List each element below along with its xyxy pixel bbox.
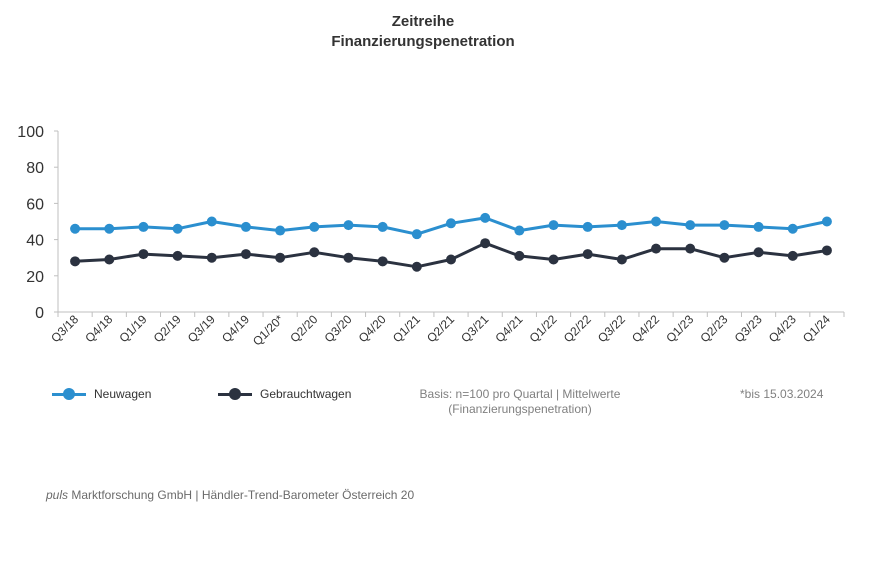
data-point-neuwagen — [446, 218, 456, 229]
x-tick-label: Q1/22 — [527, 312, 560, 345]
data-point-gebrauchtwagen — [821, 245, 832, 256]
data-point-neuwagen — [343, 220, 354, 231]
data-point-gebrauchtwagen — [685, 243, 696, 254]
x-tick-label: Q1/21 — [390, 312, 423, 345]
source-note: puls Marktforschung GmbH | Händler-Trend… — [46, 488, 414, 502]
data-point-neuwagen — [377, 221, 388, 232]
legend-label-gebrauchtwagen: Gebrauchtwagen — [260, 387, 352, 401]
data-point-neuwagen — [138, 221, 149, 232]
basis-note: Basis: n=100 pro Quartal | Mittelwerte (… — [400, 387, 640, 417]
x-tick-label: Q1/20* — [250, 312, 287, 349]
data-point-gebrauchtwagen — [719, 252, 730, 263]
data-point-neuwagen — [616, 220, 627, 231]
legend-label-neuwagen: Neuwagen — [94, 387, 152, 401]
x-tick-label: Q4/22 — [629, 312, 662, 345]
data-point-neuwagen — [514, 225, 525, 236]
x-tick-label: Q4/21 — [492, 312, 525, 345]
legend-swatch-gebrauchtwagen — [218, 388, 252, 400]
data-point-gebrauchtwagen — [275, 252, 286, 263]
basis-note-line2: (Finanzierungspenetration) — [448, 402, 592, 416]
y-tick-label: 0 — [35, 305, 44, 322]
x-tick-label: Q2/20 — [287, 312, 320, 345]
legend-item-gebrauchtwagen: Gebrauchtwagen — [218, 384, 351, 404]
data-point-gebrauchtwagen — [446, 254, 456, 265]
data-point-neuwagen — [821, 216, 832, 227]
x-tick-label: Q2/23 — [697, 312, 730, 345]
x-tick-label: Q2/19 — [151, 312, 184, 345]
data-point-neuwagen — [480, 212, 491, 223]
y-tick-label: 20 — [26, 269, 44, 286]
y-tick-label: 40 — [26, 233, 44, 250]
x-tick-label: Q2/21 — [424, 312, 457, 345]
data-point-neuwagen — [172, 223, 183, 234]
data-point-neuwagen — [787, 223, 798, 234]
data-point-gebrauchtwagen — [377, 256, 388, 267]
data-point-gebrauchtwagen — [651, 243, 662, 254]
data-point-gebrauchtwagen — [309, 247, 320, 258]
data-point-neuwagen — [753, 221, 764, 232]
x-tick-label: Q4/20 — [356, 312, 389, 345]
data-point-gebrauchtwagen — [138, 249, 149, 260]
x-tick-label: Q1/23 — [663, 312, 696, 345]
data-point-gebrauchtwagen — [753, 247, 764, 258]
data-point-neuwagen — [309, 221, 320, 232]
data-point-gebrauchtwagen — [548, 254, 559, 265]
x-tick-label: Q3/20 — [322, 312, 355, 345]
source-text: Marktforschung GmbH | Händler-Trend-Baro… — [68, 488, 415, 502]
data-point-gebrauchtwagen — [616, 254, 627, 265]
x-tick-label: Q3/21 — [458, 312, 491, 345]
chart-title-line2: Finanzierungspenetration — [331, 33, 515, 50]
x-tick-label: Q3/22 — [595, 312, 628, 345]
data-point-gebrauchtwagen — [787, 250, 798, 261]
data-point-neuwagen — [206, 216, 217, 227]
data-point-gebrauchtwagen — [582, 249, 593, 260]
chart-title: Zeitreihe Finanzierungspenetration — [0, 12, 846, 52]
date-footnote: *bis 15.03.2024 — [740, 387, 824, 401]
data-point-gebrauchtwagen — [240, 249, 251, 260]
data-point-neuwagen — [719, 220, 730, 231]
legend-swatch-neuwagen — [52, 388, 86, 400]
data-point-gebrauchtwagen — [411, 261, 422, 272]
chart-title-line1: Zeitreihe — [391, 13, 455, 30]
x-tick-label: Q3/18 — [48, 312, 81, 345]
x-tick-label: Q1/24 — [800, 312, 833, 345]
data-point-neuwagen — [651, 216, 662, 227]
x-tick-label: Q4/19 — [219, 312, 252, 345]
x-tick-label: Q4/18 — [82, 312, 115, 345]
data-point-gebrauchtwagen — [172, 250, 183, 261]
basis-note-line1: Basis: n=100 pro Quartal | Mittelwerte — [419, 387, 621, 401]
data-point-neuwagen — [275, 225, 286, 236]
data-point-gebrauchtwagen — [206, 252, 217, 263]
data-point-gebrauchtwagen — [514, 250, 525, 261]
data-point-neuwagen — [104, 223, 115, 234]
x-tick-label: Q2/22 — [561, 312, 594, 345]
data-point-gebrauchtwagen — [480, 238, 491, 249]
x-tick-label: Q4/23 — [766, 312, 799, 345]
data-point-neuwagen — [685, 220, 696, 231]
x-tick-label: Q1/19 — [117, 312, 150, 345]
data-point-neuwagen — [411, 229, 422, 240]
y-tick-label: 60 — [26, 196, 44, 213]
data-point-neuwagen — [548, 220, 559, 231]
data-point-gebrauchtwagen — [70, 256, 81, 267]
x-tick-label: Q3/19 — [185, 312, 218, 345]
x-tick-label: Q3/23 — [732, 312, 765, 345]
y-tick-label: 80 — [26, 160, 44, 177]
source-brand: puls — [46, 488, 69, 502]
data-point-neuwagen — [582, 221, 593, 232]
data-point-neuwagen — [70, 223, 81, 234]
legend-item-neuwagen: Neuwagen — [52, 384, 151, 404]
data-point-neuwagen — [240, 221, 251, 232]
data-point-gebrauchtwagen — [104, 254, 115, 265]
y-tick-label: 100 — [17, 124, 44, 141]
data-point-gebrauchtwagen — [343, 252, 354, 263]
